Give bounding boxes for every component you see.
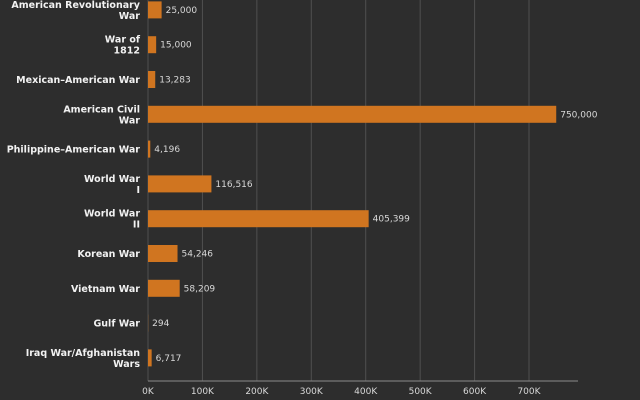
bar [148, 245, 178, 262]
value-label: 4,196 [154, 145, 180, 155]
bar [148, 1, 162, 19]
category-label: Gulf War [94, 319, 141, 330]
category-label: Mexican–American War [16, 75, 140, 86]
bar [148, 210, 369, 228]
x-tick-label: 400K [354, 387, 378, 397]
x-tick-label: 100K [191, 387, 215, 397]
value-label: 294 [152, 319, 169, 329]
bar [148, 71, 156, 88]
value-label: 750,000 [560, 110, 597, 120]
x-tick-label: 700K [517, 387, 541, 397]
x-tick-label: 500K [409, 387, 433, 397]
value-label: 15,000 [160, 41, 192, 51]
bar [148, 36, 157, 54]
category-label: American Civil War [63, 104, 140, 126]
bar [148, 175, 212, 193]
value-label: 6,717 [156, 354, 182, 364]
x-tick-label: 600K [463, 387, 487, 397]
category-label: Iraq War/Afghanistan Wars [26, 348, 141, 370]
value-label: 405,399 [373, 215, 410, 225]
bar [148, 349, 152, 367]
bar [148, 279, 180, 297]
category-label: World War II [84, 209, 140, 231]
category-label: American Revolutionary War [11, 0, 140, 22]
category-label: Philippine–American War [7, 145, 141, 156]
x-tick-label: 300K [300, 387, 324, 397]
category-label: World War I [84, 174, 140, 196]
category-label: Korean War [77, 249, 140, 260]
value-label: 58,209 [184, 284, 216, 294]
x-tick-label: 200K [245, 387, 269, 397]
value-label: 54,246 [182, 250, 214, 260]
value-label: 13,283 [159, 76, 191, 86]
category-label: Vietnam War [71, 284, 140, 295]
category-label: War of 1812 [105, 35, 141, 57]
value-label: 25,000 [166, 6, 198, 16]
bar [148, 140, 151, 158]
x-tick-label: 0K [142, 387, 155, 397]
value-label: 116,516 [215, 180, 252, 190]
bar [148, 105, 557, 123]
